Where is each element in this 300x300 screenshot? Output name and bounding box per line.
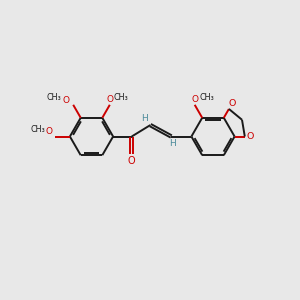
Text: O: O [247,132,254,141]
Text: O: O [191,95,199,104]
Text: CH₃: CH₃ [113,92,128,101]
Text: O: O [62,95,69,104]
Text: O: O [228,99,236,108]
Text: H: H [141,114,148,123]
Text: O: O [45,127,52,136]
Text: CH₃: CH₃ [199,93,214,102]
Text: O: O [106,95,114,104]
Text: H: H [169,140,176,148]
Text: O: O [128,155,136,166]
Text: CH₃: CH₃ [30,125,45,134]
Text: CH₃: CH₃ [47,93,62,102]
